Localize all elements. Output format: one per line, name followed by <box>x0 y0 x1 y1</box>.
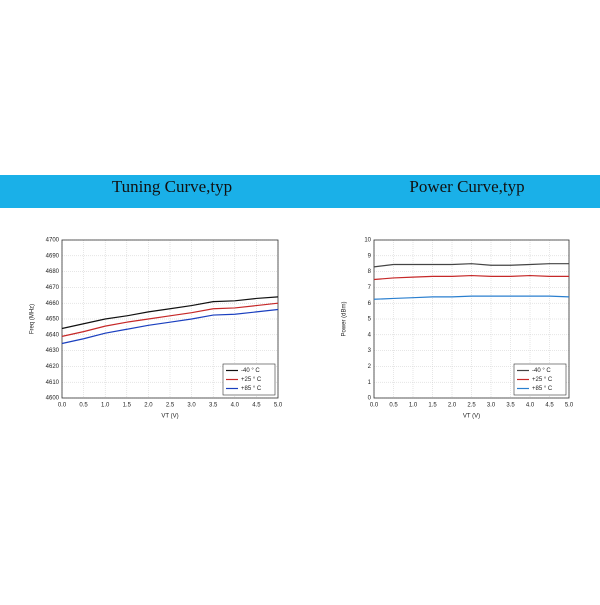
y-tick-label: 1 <box>368 380 372 386</box>
data-line <box>61 296 279 330</box>
legend-label: -40 ° C <box>532 368 551 374</box>
y-tick-label: 3 <box>368 348 372 354</box>
y-tick-label: 4640 <box>46 332 60 338</box>
data-line <box>373 263 569 268</box>
x-tick-label: 0.0 <box>370 403 379 409</box>
x-tick-label: 3.5 <box>506 403 515 409</box>
y-tick-label: 4700 <box>46 238 60 244</box>
data-line <box>373 274 569 281</box>
data-line <box>61 308 279 345</box>
y-tick-label: 6 <box>368 301 372 307</box>
y-tick-label: 4680 <box>46 269 60 275</box>
y-axis-label: Freq (MHz) <box>30 304 36 334</box>
x-tick-label: 3.0 <box>187 403 196 409</box>
banner <box>0 175 600 208</box>
y-tick-label: 4 <box>368 332 372 338</box>
x-tick-label: 3.5 <box>209 403 218 409</box>
x-tick-label: 1.5 <box>428 403 437 409</box>
x-tick-label: 0.0 <box>58 403 67 409</box>
x-tick-label: 4.5 <box>252 403 261 409</box>
x-tick-label: 4.0 <box>526 403 535 409</box>
y-tick-label: 10 <box>364 238 371 244</box>
data-line <box>373 295 570 300</box>
x-tick-label: 0.5 <box>389 403 398 409</box>
data-line <box>61 302 279 337</box>
x-tick-label: 4.0 <box>231 403 240 409</box>
y-tick-label: 0 <box>368 396 372 402</box>
x-tick-label: 1.0 <box>409 403 418 409</box>
x-axis-label: VT (V) <box>463 414 480 420</box>
x-tick-label: 4.5 <box>545 403 554 409</box>
x-tick-label: 1.0 <box>101 403 110 409</box>
y-tick-label: 2 <box>368 364 372 370</box>
legend-label: +85 ° C <box>532 386 553 392</box>
y-tick-label: 5 <box>368 317 372 323</box>
plot-frame <box>61 239 279 399</box>
plot-frame <box>373 239 570 399</box>
y-tick-label: 4600 <box>46 396 60 402</box>
y-tick-label: 7 <box>368 285 372 291</box>
y-tick-label: 4660 <box>46 301 60 307</box>
y-tick-label: 4670 <box>46 285 60 291</box>
x-tick-label: 5.0 <box>565 403 574 409</box>
y-tick-label: 4610 <box>46 380 60 386</box>
x-tick-label: 2.0 <box>448 403 457 409</box>
y-tick-label: 4620 <box>46 364 60 370</box>
legend-label: +85 ° C <box>241 386 262 392</box>
chart-title: Power Curve,typ <box>409 177 524 196</box>
y-tick-label: 4630 <box>46 348 60 354</box>
legend-label: -40 ° C <box>241 368 260 374</box>
chart-title: Tuning Curve,typ <box>112 177 232 196</box>
legend-label: +25 ° C <box>532 377 553 383</box>
y-tick-label: 9 <box>368 253 372 259</box>
x-tick-label: 3.0 <box>487 403 496 409</box>
y-tick-label: 4690 <box>46 253 60 259</box>
x-tick-label: 1.5 <box>123 403 132 409</box>
x-tick-label: 5.0 <box>274 403 283 409</box>
x-tick-label: 2.0 <box>144 403 153 409</box>
y-tick-label: 8 <box>368 269 372 275</box>
x-tick-label: 2.5 <box>166 403 175 409</box>
legend-label: +25 ° C <box>241 377 262 383</box>
y-axis-label: Power (dBm) <box>342 301 348 336</box>
x-tick-label: 2.5 <box>467 403 476 409</box>
x-axis-label: VT (V) <box>161 414 178 420</box>
x-tick-label: 0.5 <box>79 403 88 409</box>
y-tick-label: 4650 <box>46 317 60 323</box>
